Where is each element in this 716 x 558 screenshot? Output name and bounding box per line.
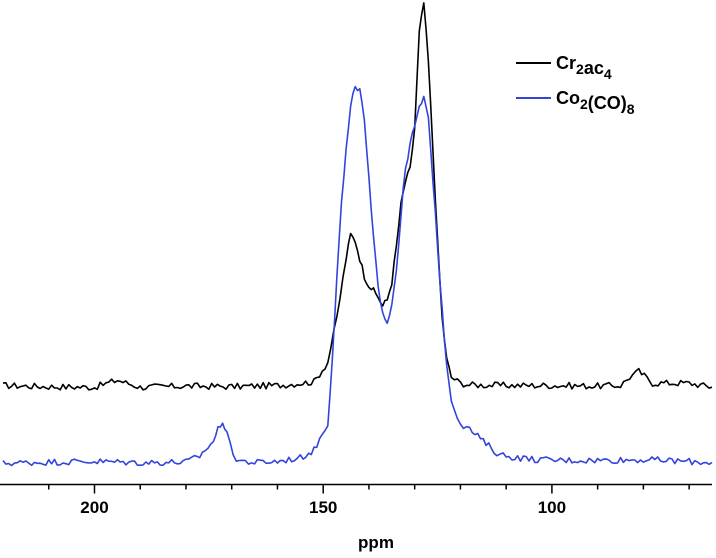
x-axis-label: ppm: [358, 533, 394, 552]
x-tick-label: 100: [538, 498, 566, 517]
legend: Cr2ac4 Co2(CO)8: [516, 53, 635, 117]
legend-label-0: Cr2ac4: [556, 53, 612, 82]
series-line-0: [2, 2, 713, 391]
x-tick-label: 150: [309, 498, 337, 517]
series-line-1: [2, 85, 713, 467]
x-tick-label: 200: [80, 498, 108, 517]
spectrum-traces: [2, 2, 713, 467]
legend-label-1: Co2(CO)8: [556, 88, 635, 117]
x-axis-ticks: 200 150 100: [47, 484, 690, 517]
